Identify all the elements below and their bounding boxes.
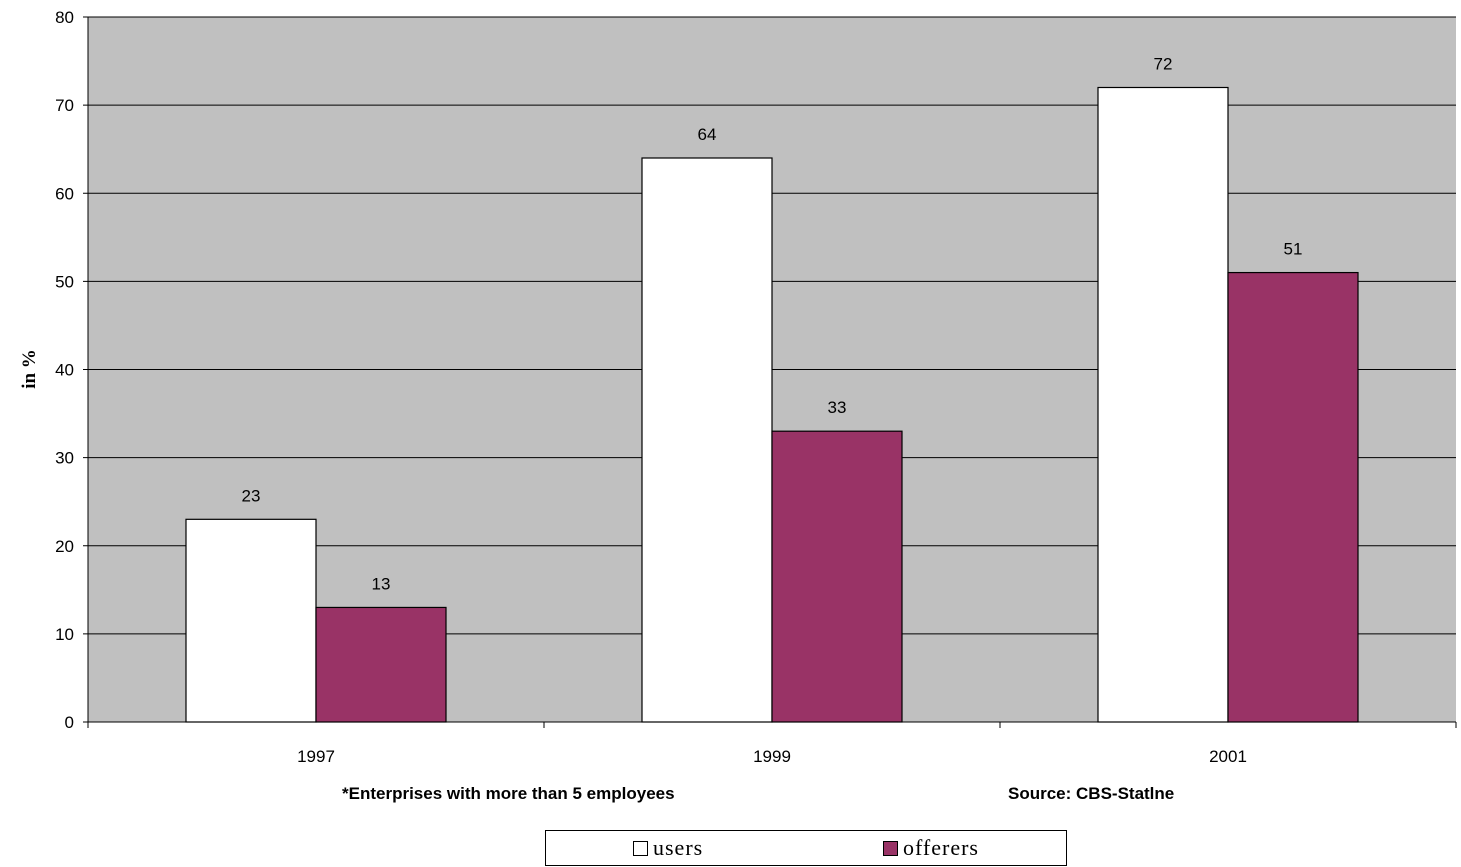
legend-item-users: users bbox=[633, 837, 703, 859]
data-label: 23 bbox=[242, 486, 261, 505]
x-tick-label: 1999 bbox=[753, 747, 791, 766]
data-label: 72 bbox=[1154, 55, 1173, 74]
legend-label-users: users bbox=[653, 835, 704, 860]
legend-label-offerers: offerers bbox=[903, 835, 979, 860]
y-tick-label: 0 bbox=[65, 713, 74, 732]
y-tick-label: 20 bbox=[55, 537, 74, 556]
bars bbox=[185, 86, 1359, 723]
y-tick-label: 60 bbox=[55, 184, 74, 203]
bar-offerers-1999 bbox=[771, 430, 903, 723]
data-label: 13 bbox=[372, 574, 391, 593]
x-tick-label: 2001 bbox=[1209, 747, 1247, 766]
x-axis-ticks: 1997 1999 2001 bbox=[87, 722, 1457, 766]
y-tick-label: 50 bbox=[55, 272, 74, 291]
data-label: 64 bbox=[698, 125, 717, 144]
y-axis-ticks: 0 10 20 30 40 50 60 70 80 bbox=[55, 8, 88, 732]
y-axis-label: in % bbox=[19, 349, 40, 389]
bar-users-1997 bbox=[185, 518, 317, 723]
bar-offerers-2001 bbox=[1227, 271, 1359, 723]
data-label: 33 bbox=[828, 398, 847, 417]
x-tick-label: 1997 bbox=[297, 747, 335, 766]
y-tick-label: 30 bbox=[55, 449, 74, 468]
y-tick-label: 10 bbox=[55, 625, 74, 644]
legend-swatch-users bbox=[633, 840, 648, 856]
data-label: 51 bbox=[1284, 240, 1303, 259]
bar-users-1999 bbox=[641, 157, 773, 723]
bar-offerers-1997 bbox=[315, 606, 447, 723]
legend-swatch-offerers bbox=[883, 840, 898, 856]
y-tick-label: 40 bbox=[55, 361, 74, 380]
y-tick-label: 70 bbox=[55, 96, 74, 115]
bar-users-2001 bbox=[1097, 86, 1229, 723]
legend: users offerers bbox=[545, 830, 1067, 866]
y-tick-label: 80 bbox=[55, 8, 74, 27]
note-left: *Enterprises with more than 5 employees bbox=[342, 784, 675, 803]
note-right: Source: CBS-Statlne bbox=[1008, 784, 1174, 803]
data-labels: 23 13 64 33 72 51 bbox=[242, 55, 1303, 594]
legend-item-offerers: offerers bbox=[883, 837, 979, 859]
